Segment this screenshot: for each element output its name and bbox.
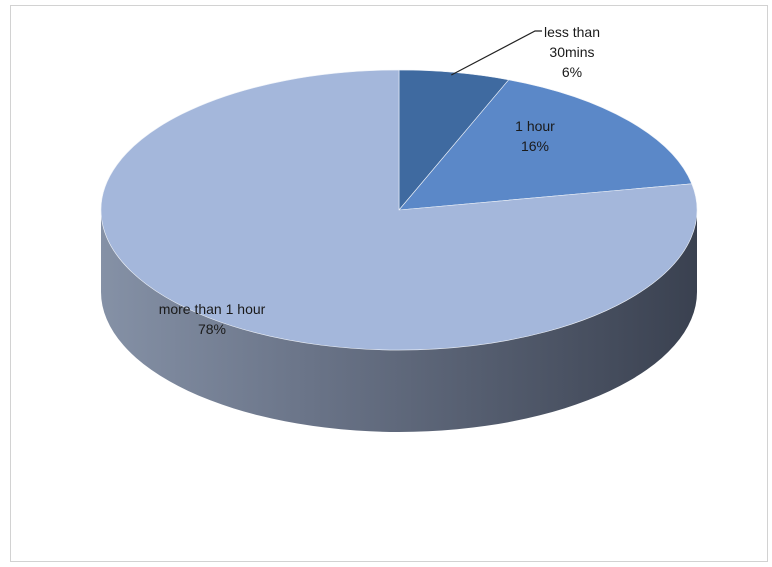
leader-line bbox=[451, 30, 542, 76]
slice-value-label: 16% bbox=[521, 138, 549, 154]
pie-slice-more-than-1-hour bbox=[100, 69, 698, 351]
slice-category-label: 1 hour bbox=[515, 118, 555, 134]
slice-category-label: more than 1 hour bbox=[159, 301, 266, 317]
slice-value-label: 78% bbox=[198, 321, 226, 337]
slice-value-label: 6% bbox=[562, 64, 582, 80]
pie-slice-1-hour bbox=[398, 79, 693, 211]
pie-side-wall bbox=[101, 210, 697, 432]
slice-category-label: less than bbox=[544, 24, 600, 40]
slice-category-label: 30mins bbox=[549, 44, 594, 60]
